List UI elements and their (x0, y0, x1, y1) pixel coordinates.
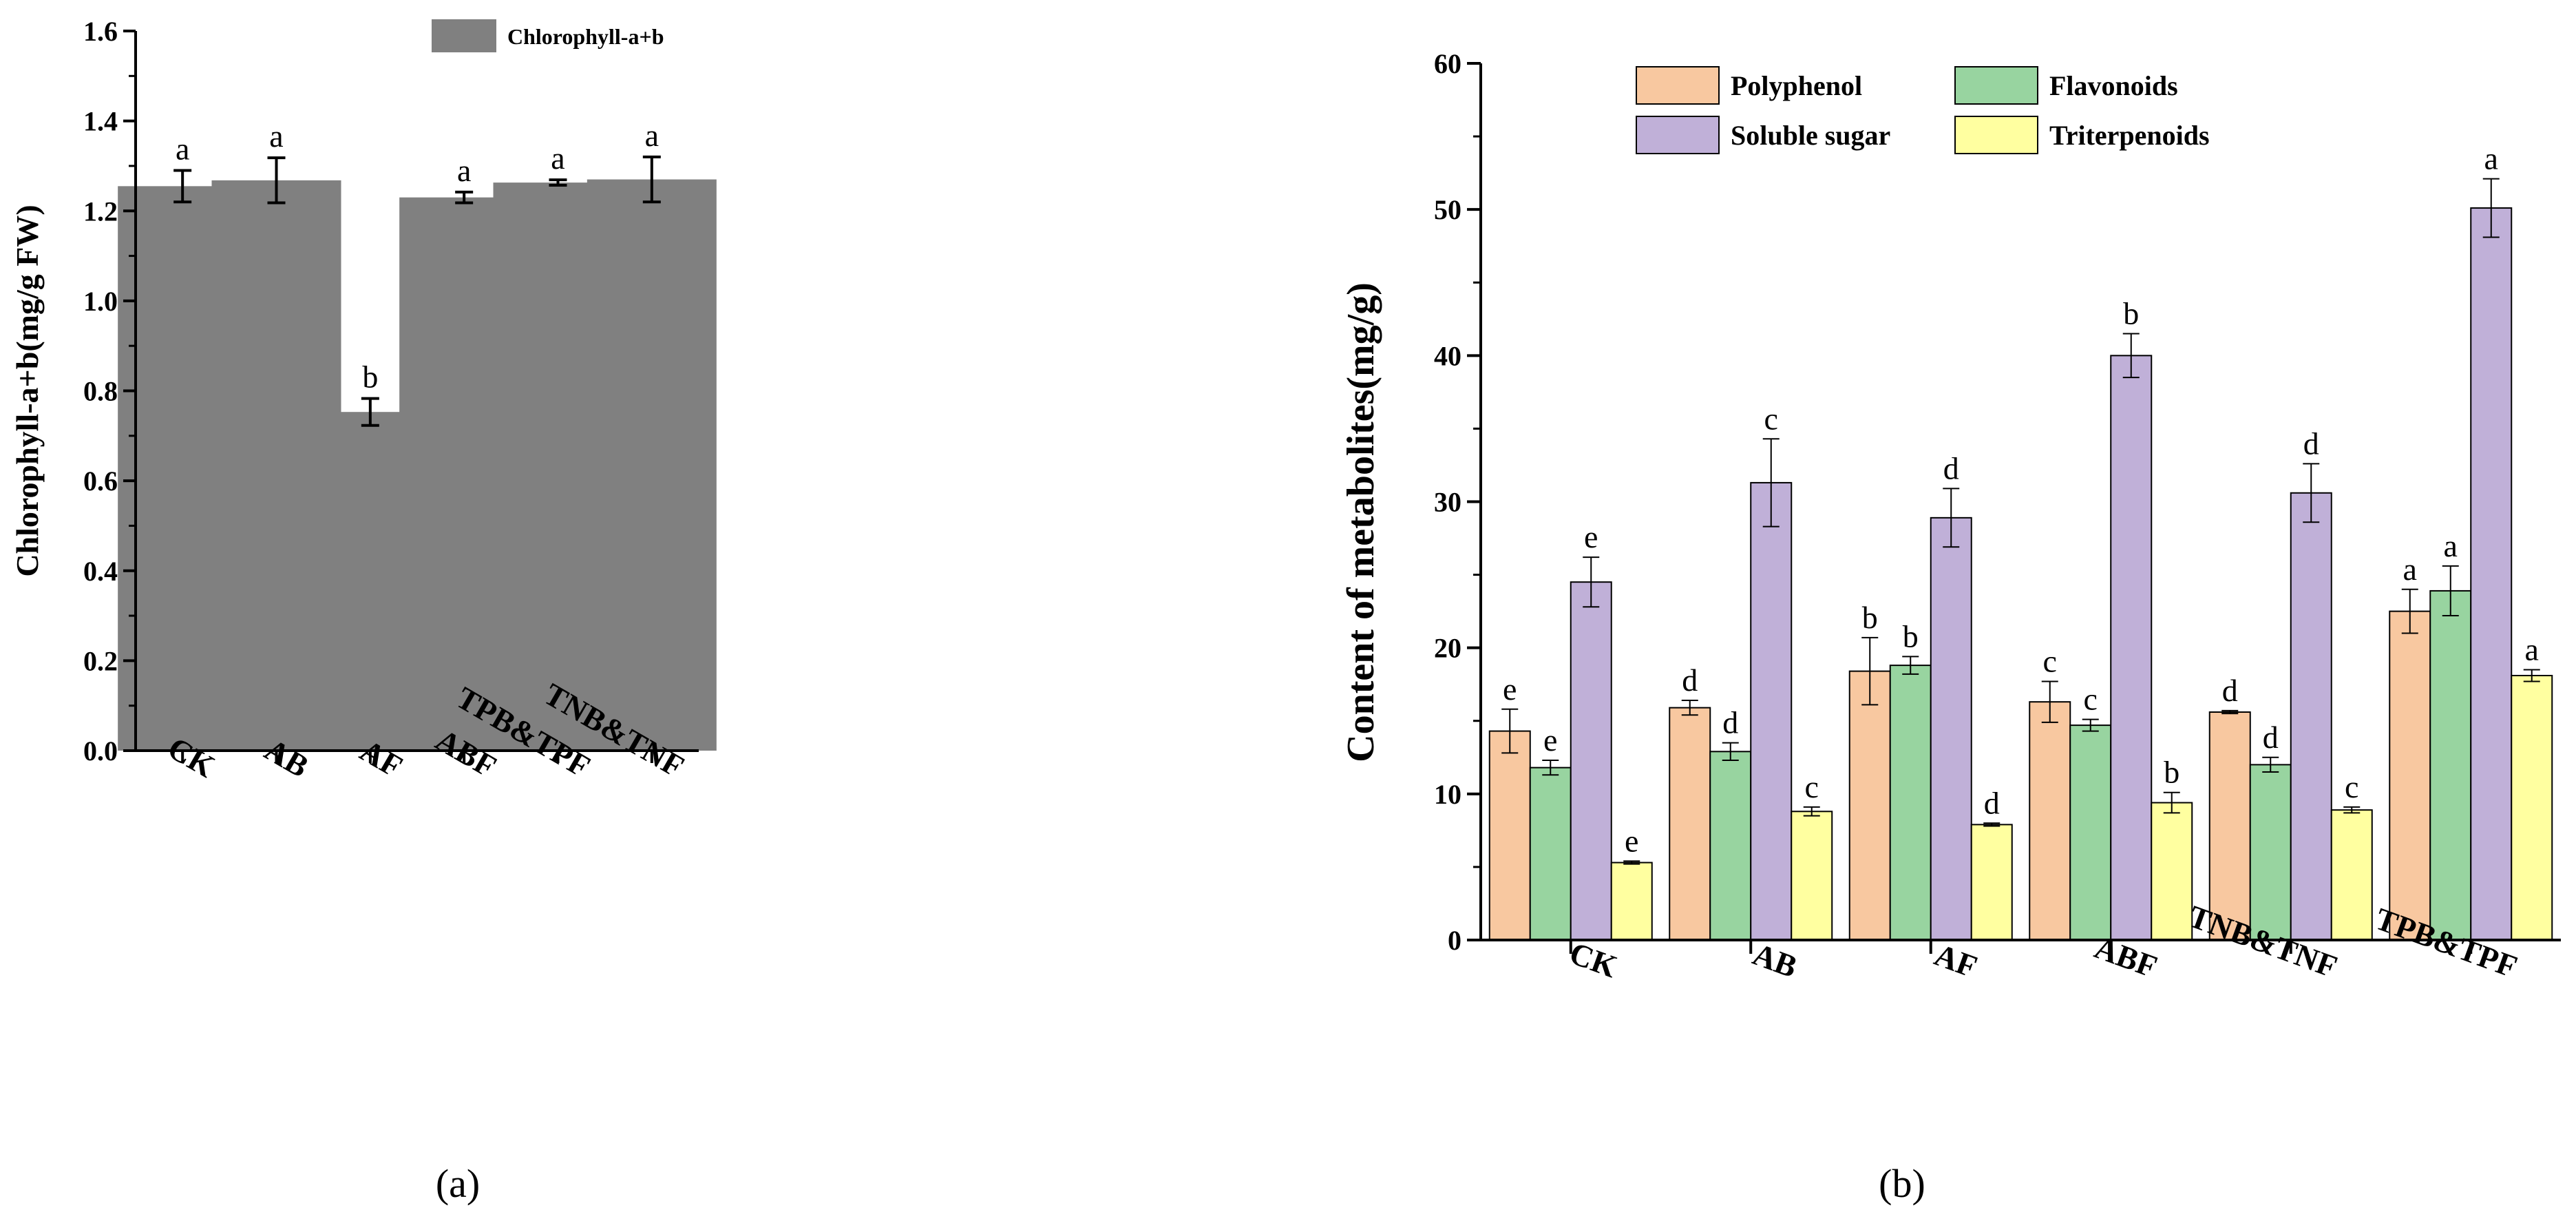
y-tick-label-40: 40 (1434, 340, 1461, 371)
sig-letter-triterpenoids-tpb-tpf: a (2525, 632, 2539, 667)
y-tick-label-1-0: 1.0 (83, 286, 118, 317)
sig-letter-triterpenoids-af: d (1984, 785, 2000, 820)
bar-soluble-sugar-ck (1570, 581, 1612, 941)
sig-letter-soluble-sugar-tnb-tnf: d (2303, 426, 2319, 461)
y-axis-label-b: Content of metabolites(mg/g) (1340, 282, 1382, 762)
sig-letter-soluble-sugar-tpb-tpf: a (2484, 141, 2498, 176)
sig-letter-polyphenol-abf: c (2043, 643, 2057, 678)
sig-letter-soluble-sugar-abf: b (2123, 296, 2139, 331)
bar-triterpenoids-ab (1791, 811, 1833, 941)
sig-letter-polyphenol-ab: d (1682, 662, 1698, 698)
y-tick-label-1-2: 1.2 (83, 196, 118, 227)
panel-label-a: (a) (436, 1161, 480, 1206)
y-tick-label-0: 0 (1448, 925, 1461, 956)
x-label-ck: CK (1565, 935, 1621, 985)
y-tick-label-50: 50 (1434, 194, 1461, 225)
bar-flavonoids-tpb-tpf (2429, 589, 2472, 941)
bar-polyphenol-tpb-tpf (2389, 610, 2431, 941)
sig-letter-flavonoids-af: b (1903, 618, 1919, 654)
bar-polyphenol-tnb-tnf (2208, 711, 2251, 941)
y-axis-label-a: Chlorophyll-a+b(mg/g FW) (10, 205, 45, 576)
y-tick-label-30: 30 (1434, 487, 1461, 518)
sig-letter-flavonoids-ck: e (1543, 722, 1557, 758)
sig-letter-abf: a (457, 153, 471, 188)
legend-swatch-polyphenol (1636, 66, 1720, 105)
bar-soluble-sugar-abf (2110, 355, 2153, 941)
y-tick-label-0-8: 0.8 (83, 376, 118, 407)
bar-triterpenoids-abf (2151, 802, 2193, 941)
y-tick-label-20: 20 (1434, 633, 1461, 664)
bar-tnb-tnf (587, 179, 717, 751)
legend-label-flavonoids: Flavonoids (2049, 70, 2178, 101)
sig-letter-polyphenol-tnb-tnf: d (2222, 673, 2238, 708)
bar-polyphenol-ab (1669, 707, 1711, 941)
sig-letter-tnb-tnf: a (645, 118, 659, 153)
y-tick-label-1-4: 1.4 (83, 106, 118, 137)
y-tick-label-0-4: 0.4 (83, 556, 118, 587)
bar-flavonoids-tnb-tnf (2249, 764, 2292, 941)
sig-letter-flavonoids-tpb-tpf: a (2444, 528, 2458, 563)
panel-label-b: (b) (1879, 1161, 1925, 1206)
y-tick-label-60: 60 (1434, 48, 1461, 79)
sig-letter-af: b (362, 359, 378, 395)
legend-label-soluble-sugar: Soluble sugar (1731, 120, 1890, 151)
bar-triterpenoids-ck (1610, 862, 1653, 941)
sig-letter-ck: a (176, 131, 189, 166)
sig-letter-polyphenol-af: b (1862, 600, 1878, 635)
bar-polyphenol-af (1848, 670, 1891, 941)
y-tick-label-1-6: 1.6 (83, 16, 118, 47)
bar-flavonoids-abf (2069, 724, 2112, 941)
sig-letter-soluble-sugar-ck: e (1584, 519, 1598, 554)
x-label-ab: AB (1749, 937, 1802, 985)
bar-soluble-sugar-ab (1750, 481, 1793, 941)
sig-letter-flavonoids-abf: c (2084, 682, 2098, 717)
chart-b: eeeeCKddccABbbddAFccbbABFdddcTNB&TNFaaaa… (1340, 48, 2561, 984)
sig-letter-ab: a (269, 118, 283, 154)
bar-triterpenoids-tpb-tpf (2511, 674, 2553, 941)
legend-swatch-chlorophyll-a-b (432, 19, 496, 52)
bar-triterpenoids-tnb-tnf (2330, 809, 2373, 941)
bar-soluble-sugar-tpb-tpf (2470, 207, 2513, 941)
sig-letter-triterpenoids-ck: e (1625, 823, 1638, 858)
sig-letter-soluble-sugar-ab: c (1764, 401, 1778, 436)
bar-flavonoids-ck (1529, 766, 1572, 941)
bar-flavonoids-ab (1709, 751, 1752, 941)
chart-a: aCKaABbAFaABFaTPB&TPFaTNB&TNF0.00.20.40.… (10, 16, 717, 784)
bar-polyphenol-abf (2029, 701, 2071, 941)
sig-letter-triterpenoids-abf: b (2164, 755, 2179, 790)
sig-letter-flavonoids-ab: d (1722, 705, 1738, 740)
sig-letter-polyphenol-ck: e (1503, 671, 1517, 707)
legend-label-polyphenol: Polyphenol (1731, 70, 1862, 101)
sig-letter-tpb-tpf: a (551, 140, 564, 176)
sig-letter-polyphenol-tpb-tpf: a (2403, 552, 2417, 587)
sig-letter-triterpenoids-ab: c (1805, 769, 1819, 804)
y-tick-label-0-2: 0.2 (83, 645, 118, 676)
legend-swatch-soluble-sugar (1636, 116, 1720, 154)
sig-letter-flavonoids-tnb-tnf: d (2263, 720, 2279, 755)
sig-letter-triterpenoids-tnb-tnf: c (2345, 769, 2358, 804)
y-tick-label-0-0: 0.0 (83, 735, 118, 766)
legend-swatch-triterpenoids (1954, 116, 2038, 154)
legend-label-chlorophyll-a-b: Chlorophyll-a+b (507, 24, 664, 49)
y-tick-label-10: 10 (1434, 779, 1461, 810)
sig-letter-soluble-sugar-af: d (1943, 450, 1959, 486)
x-label-af: AF (1930, 937, 1982, 984)
bar-soluble-sugar-af (1930, 516, 1972, 941)
bar-triterpenoids-af (1970, 824, 2013, 941)
y-tick-label-0-6: 0.6 (83, 466, 118, 497)
bar-soluble-sugar-tnb-tnf (2290, 492, 2332, 941)
legend-swatch-flavonoids (1954, 66, 2038, 105)
bar-polyphenol-ck (1488, 730, 1531, 941)
legend-label-triterpenoids: Triterpenoids (2049, 120, 2210, 151)
bar-flavonoids-af (1889, 665, 1932, 941)
